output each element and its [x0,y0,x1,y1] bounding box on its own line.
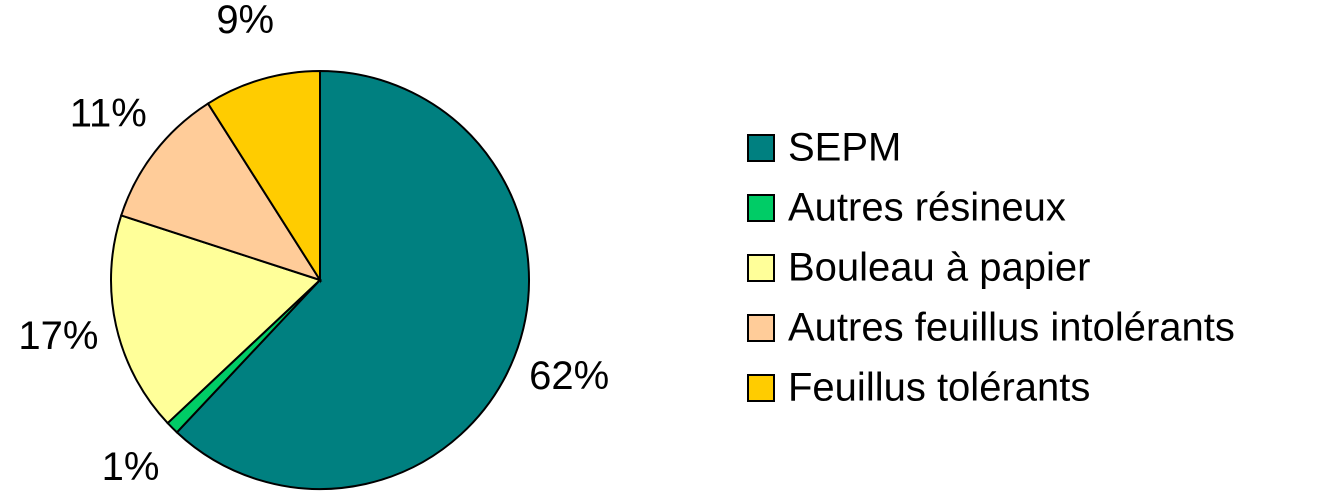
legend-label: Autres résineux [788,186,1066,230]
pie-slice [175,69,530,490]
slice-label: 11% [70,91,147,135]
legend-label: Autres feuillus intolérants [788,306,1235,350]
pie-slice [119,102,323,282]
legend-swatch [747,374,775,402]
legend-swatch [747,314,775,342]
slice-label: 1% [102,445,160,489]
slice-label: 17% [18,314,98,358]
pie-slice [110,214,322,425]
slice-label: 9% [216,0,274,42]
pie-slice [206,69,321,284]
slice-label: 62% [529,354,609,398]
legend-label: Feuillus tolérants [788,366,1090,410]
legend-swatch [747,134,775,162]
legend-swatch [747,194,775,222]
legend-label: Bouleau à papier [788,246,1090,290]
legend-label: SEPM [788,126,901,170]
legend-swatch [747,254,775,282]
